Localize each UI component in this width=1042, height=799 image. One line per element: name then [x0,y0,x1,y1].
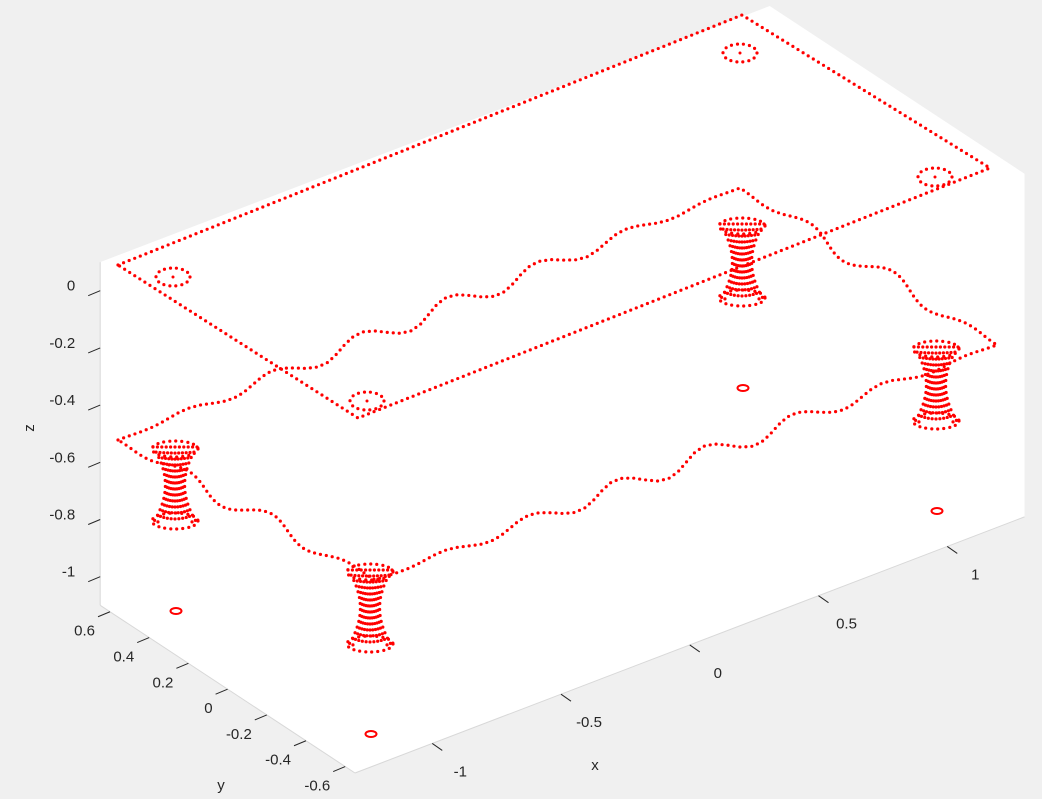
z-axis-label: z [21,424,38,432]
hourglass-line [731,222,740,302]
hourglass-line [925,345,934,425]
tick-mark [333,766,346,773]
hourglass-line [355,568,366,648]
hourglass-top [911,339,961,359]
tick-mark [88,290,101,297]
tick-mark [88,461,101,468]
z-tick-label: -0.2 [49,335,75,352]
y-tick-label: 0 [204,700,212,717]
z-tick-label: -0.8 [49,506,75,523]
y-tick-label: 0.2 [153,674,174,691]
z-tick-label: 0 [67,278,75,295]
hourglass-line [921,345,932,425]
x-tick-label: 0.5 [836,616,857,633]
tick-mark [88,347,101,354]
hourglass-line [736,222,742,302]
hourglass-line [179,445,190,525]
hourglass-line [374,568,385,648]
hourglass-line [183,445,199,525]
hole-center [738,51,742,55]
tick-mark [97,611,111,618]
hourglass-line [742,222,748,302]
plot-content [114,13,1001,738]
plate-hole [154,266,192,288]
hourglass-line [370,568,376,648]
base-ring [736,384,750,392]
hole-center [171,275,175,279]
tick-mark [254,714,267,721]
hourglass-line [916,345,930,425]
tick-mark [431,743,443,751]
hourglass-line [164,445,173,525]
tick-mark [560,693,572,702]
hourglass-line [177,445,186,525]
tick-mark [293,740,307,747]
tick-mark [88,576,101,583]
z-tick-label: -0.4 [49,392,75,409]
plate-hole [916,166,954,188]
x-tick-label: -1 [454,763,467,780]
y-tick-label: -0.2 [226,726,252,743]
hourglass-line [350,568,364,648]
hourglass-bottom [717,288,767,308]
tick-mark [689,644,701,653]
plate-hole [348,390,386,412]
hourglass-line [940,345,951,425]
hourglass-bottom [150,511,200,531]
hourglass-line [744,222,753,302]
axes-background [100,6,1025,773]
hourglass-line [750,222,766,302]
hourglass-top [150,439,200,459]
hourglass-line [372,568,381,648]
hole-center [933,175,937,179]
x-tick-label: 1 [971,566,979,583]
tick-mark [818,595,829,604]
axes-ticks [88,262,1025,774]
base-ring [930,507,944,515]
hourglass-line [378,568,394,648]
y-tick-label: 0.6 [74,623,95,640]
tick-mark [946,546,958,554]
tick-mark [215,688,228,695]
x-tick-label: -0.5 [576,714,602,731]
base-ring [169,607,183,615]
hourglass-line [930,345,936,425]
hourglass-line [936,345,942,425]
base-ring [364,730,378,738]
hourglass-bottom [911,411,961,431]
hourglass-top [345,562,395,582]
tick-mark [88,519,101,525]
y-axis-label: y [217,777,225,794]
hourglass-line [160,445,171,525]
tick-mark [176,662,189,669]
hourglass-bottom [345,634,395,654]
hourglass-line [938,345,947,425]
y-tick-label: -0.4 [265,752,291,769]
hourglass-line [727,222,738,302]
hourglass-line [175,445,181,525]
x-tick-label: 0 [714,665,722,682]
x-axis-label: x [591,757,599,774]
hourglass-line [364,568,370,648]
z-tick-label: -1 [62,564,75,581]
hourglass-line [155,445,169,525]
tick-mark [137,637,150,644]
hourglass-top [717,216,767,236]
wavy-ring [114,186,1001,582]
hourglass-line [746,222,757,302]
y-tick-label: -0.6 [304,778,330,795]
hourglass-line [722,222,736,302]
hourglass-line [359,568,368,648]
y-tick-label: 0.4 [113,649,134,666]
hourglass-line [169,445,175,525]
z-tick-label: -0.6 [49,449,75,466]
plate-hole [721,42,759,64]
tick-mark [88,404,101,411]
hourglass-line [944,345,960,425]
hole-center [365,399,369,403]
